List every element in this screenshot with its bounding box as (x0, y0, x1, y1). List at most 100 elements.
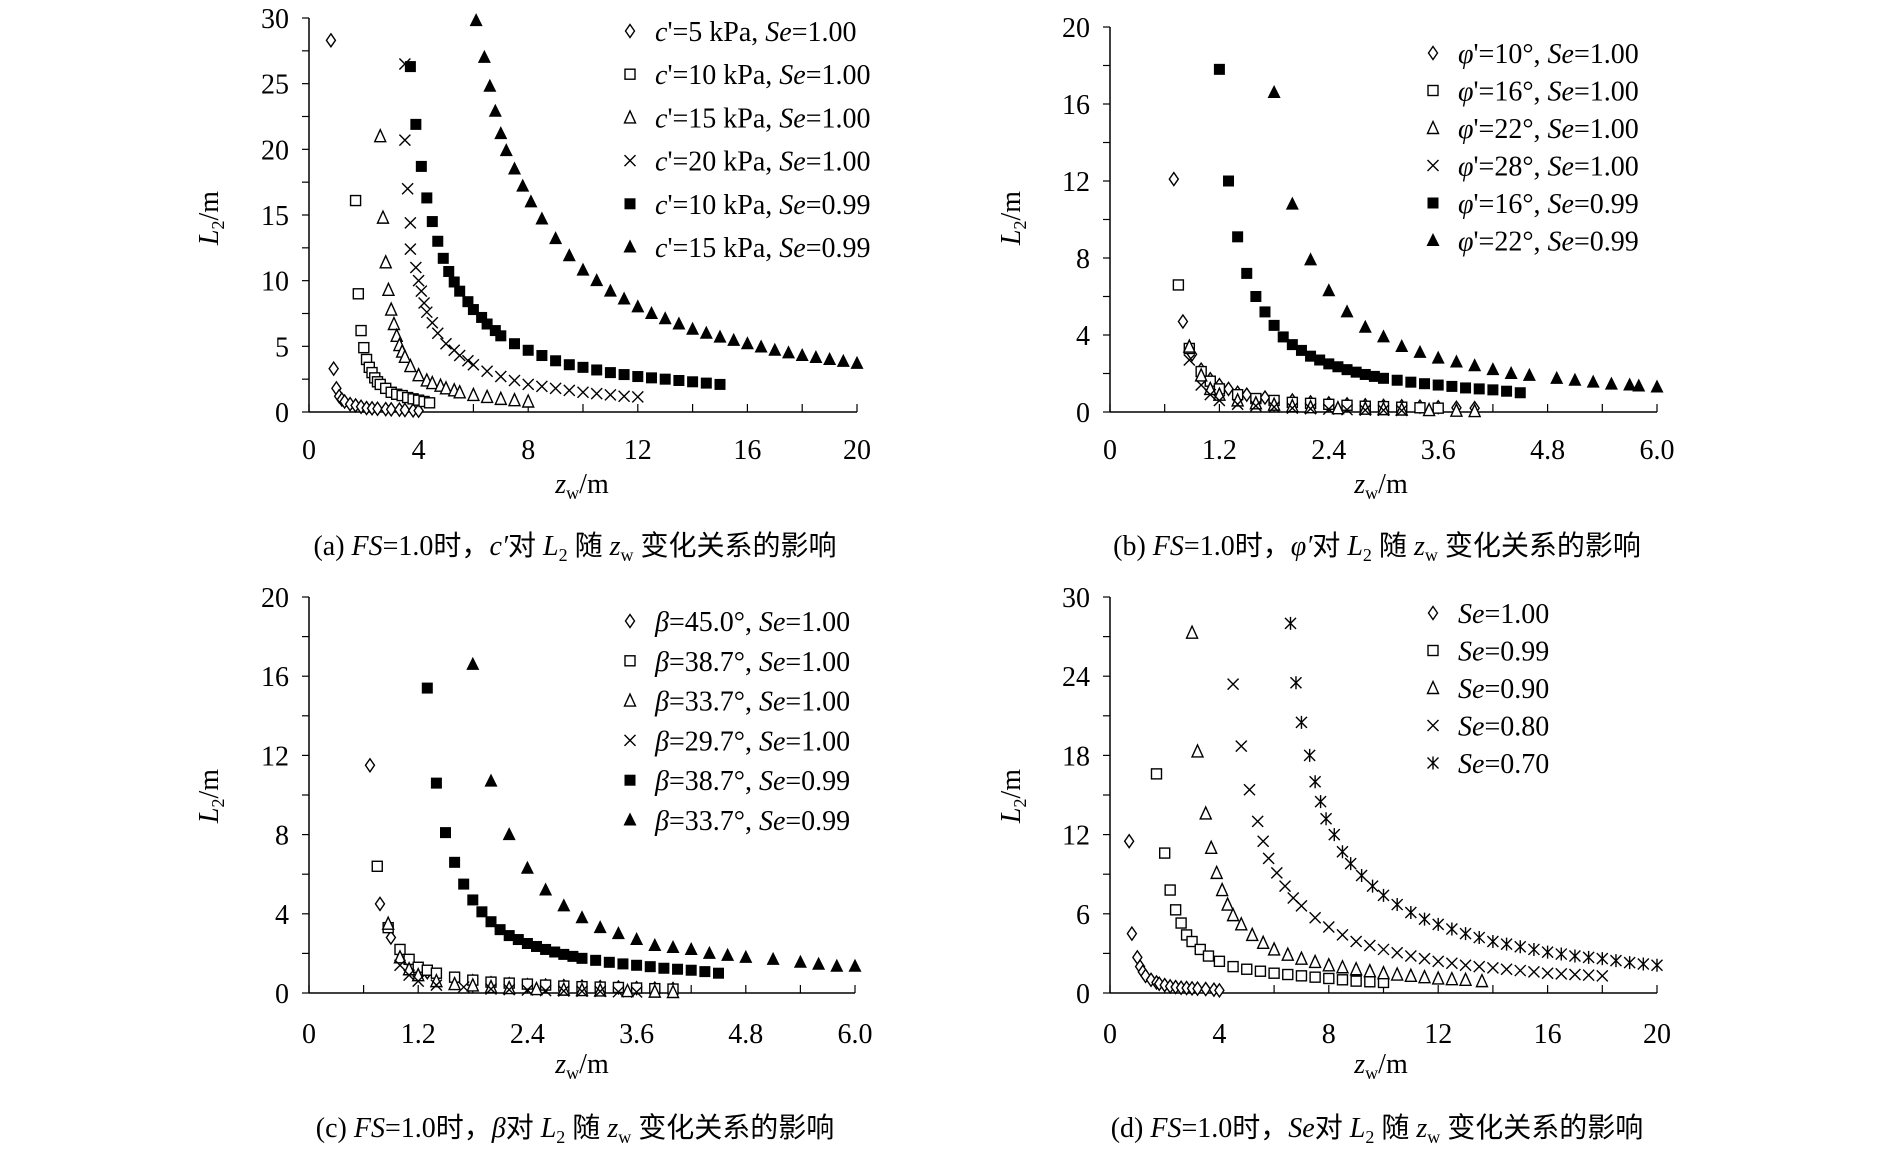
data-point (385, 929, 397, 946)
chart-panel-d: 0 4 8 12 16 200612182430zw/mL2/mSe=1.00Se=0.9… (996, 583, 1671, 1147)
data-point (1175, 917, 1187, 929)
legend-marker-square-open-icon (624, 68, 636, 80)
data-point (1340, 304, 1354, 318)
data-point (481, 365, 494, 378)
legend-text-part: '=15 kPa, (667, 233, 779, 264)
data-point (1358, 319, 1372, 333)
axis-label-subscript: w (1365, 483, 1378, 503)
y-tick-label: 12 (261, 741, 289, 772)
legend-text-part: =0.99 (785, 766, 850, 797)
caption-segment: 对 (508, 530, 543, 562)
caption-segment: φ′ (1291, 531, 1313, 562)
legend-text-part: Se (759, 687, 785, 718)
data-point (1404, 905, 1417, 919)
data-point (535, 211, 549, 225)
data-point (1344, 857, 1357, 871)
x-axis-label: zw/m (554, 469, 609, 503)
data-point (1414, 402, 1426, 414)
data-point (1190, 743, 1205, 758)
y-tick-label: 20 (261, 135, 289, 166)
data-point (440, 337, 452, 350)
legend-item: Se=0.99 (1427, 637, 1549, 668)
data-point (521, 938, 533, 949)
data-point (373, 128, 387, 143)
data-point (1377, 404, 1390, 417)
data-point (413, 402, 424, 419)
data-point (1213, 394, 1226, 407)
data-point (713, 967, 724, 979)
axis-label-symbol: L (996, 807, 1027, 824)
legend-item: c'=15 kPa, Se=1.00 (623, 103, 871, 134)
series-5 (1213, 63, 1526, 399)
data-point (421, 192, 433, 204)
data-point (1303, 748, 1316, 762)
data-point (631, 299, 645, 313)
data-point (1501, 385, 1513, 397)
x-tick-label: 3.6 (1421, 435, 1456, 466)
data-point (646, 372, 657, 384)
caption-segment: 2 (1363, 545, 1372, 565)
data-point (379, 254, 393, 269)
series-6 (469, 13, 864, 369)
data-point (1286, 339, 1298, 351)
data-point (1304, 252, 1318, 266)
data-point (449, 856, 461, 868)
data-point (721, 947, 735, 961)
data-point (385, 401, 397, 418)
data-point (687, 376, 699, 388)
data-point (466, 386, 480, 402)
data-point (1514, 387, 1526, 399)
data-point (476, 311, 488, 323)
legend-marker-asterisk-icon (1427, 756, 1439, 770)
data-point (502, 827, 516, 841)
data-point (1391, 898, 1404, 912)
data-point (1234, 916, 1248, 931)
legend-text-part: =0.99 (1484, 637, 1549, 668)
legend-text-part: Se (1458, 712, 1484, 743)
data-point (454, 285, 466, 297)
data-point (1368, 370, 1380, 382)
legend-text-part: Se (779, 190, 805, 221)
data-point (521, 393, 535, 408)
data-point (1363, 939, 1376, 952)
legend-text-part: =1.00 (806, 103, 871, 134)
data-point (1305, 350, 1317, 362)
legend-text-part: '=22°, (1474, 227, 1548, 258)
axis-label-symbol: L (996, 229, 1027, 246)
data-point (399, 402, 411, 418)
data-point (1418, 952, 1431, 965)
data-point (1235, 740, 1248, 753)
y-axis-label: L2/m (194, 191, 228, 246)
legend-text-part: '=10 kPa, (667, 190, 779, 221)
data-point (535, 380, 548, 393)
y-tick-label: 25 (261, 70, 289, 101)
data-point (1295, 344, 1307, 356)
data-point (1223, 381, 1234, 397)
data-point (1185, 624, 1199, 639)
data-point (630, 982, 643, 994)
data-point (658, 962, 670, 974)
data-point (659, 373, 671, 385)
data-point (557, 898, 571, 912)
data-point (1473, 931, 1486, 945)
data-point (425, 374, 439, 390)
data-point (1487, 384, 1499, 396)
data-point (1445, 970, 1459, 986)
data-point (1183, 354, 1196, 367)
data-point (1405, 376, 1417, 388)
series-6 (1267, 84, 1664, 393)
data-point (415, 285, 428, 298)
data-point (699, 966, 711, 978)
x-tick-label: 8 (1322, 1019, 1336, 1050)
data-point (1366, 879, 1379, 893)
legend-text-part: φ (1458, 77, 1474, 108)
legend-item: φ'=16°, Se=0.99 (1427, 189, 1639, 220)
data-point (1150, 768, 1163, 780)
data-point (495, 330, 507, 342)
legend-text-part: φ (1458, 227, 1474, 258)
data-point (358, 341, 370, 354)
legend-text-part: '=10°, (1474, 39, 1548, 70)
data-point (1204, 388, 1217, 401)
data-point (685, 964, 697, 976)
